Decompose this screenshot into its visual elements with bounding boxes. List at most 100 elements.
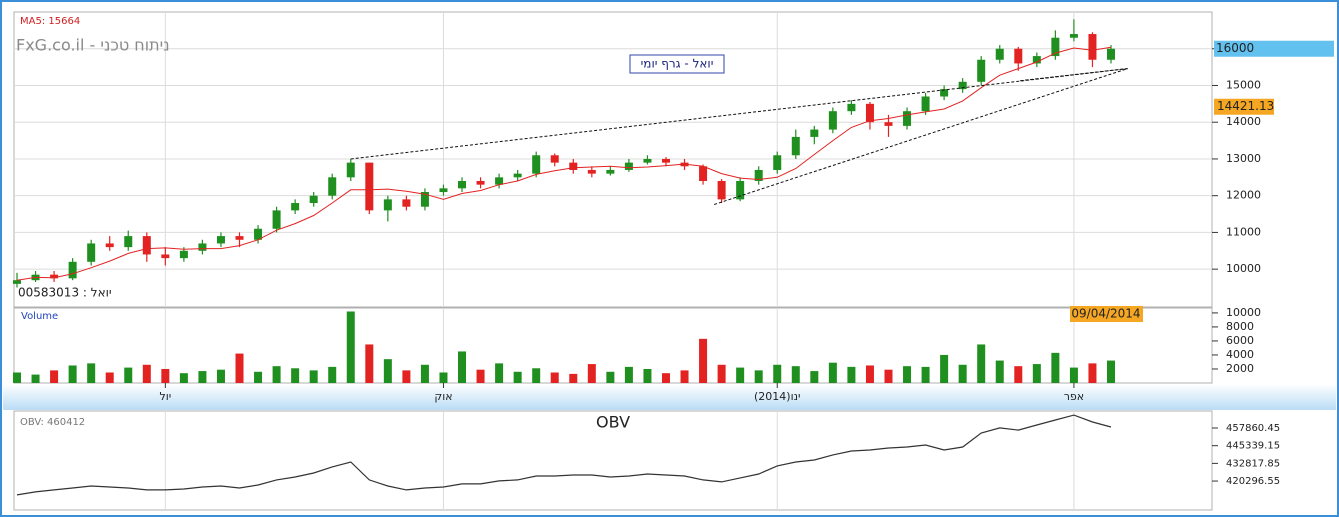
volume-bar — [1069, 367, 1078, 383]
volume-label: Volume — [21, 311, 58, 322]
candle-body — [216, 236, 225, 244]
volume-bar — [699, 338, 708, 383]
volume-bar — [661, 373, 670, 383]
trendline — [1020, 68, 1128, 82]
candle-body — [661, 158, 670, 163]
candle-body — [105, 243, 114, 248]
volume-bar — [1107, 360, 1115, 383]
candle-body — [550, 155, 559, 163]
volume-bar — [179, 373, 188, 383]
y-tick-label: 12000 — [1226, 189, 1261, 202]
volume-bar — [1051, 352, 1060, 383]
candle-body — [884, 122, 893, 126]
y-tick-label: 445339.15 — [1226, 441, 1280, 452]
candle-body — [1014, 48, 1023, 64]
candle-body — [198, 243, 207, 251]
volume-bar — [587, 364, 596, 383]
volume-bar — [1032, 364, 1041, 383]
last-price-label: 16000 — [1216, 41, 1254, 55]
volume-bar — [31, 374, 40, 383]
y-tick-label: 10000 — [1226, 306, 1261, 319]
volume-bar — [680, 370, 689, 383]
candle-body — [87, 243, 96, 262]
candle-body — [940, 89, 949, 97]
candle-body — [272, 210, 281, 229]
mark-layer — [13, 19, 1128, 496]
candle-body — [513, 173, 522, 178]
volume-bar — [828, 362, 837, 383]
volume-bar — [495, 363, 504, 383]
x-tick-label: ינו(2014) — [754, 390, 800, 403]
candle-body — [495, 177, 504, 185]
candle-body — [179, 250, 188, 259]
candle-body — [346, 162, 355, 178]
y-tick-label: 14000 — [1226, 115, 1261, 128]
trendline — [714, 68, 1128, 205]
candle-body — [606, 169, 615, 174]
site-label: FxG.co.il - ניתוח טכני — [16, 36, 170, 55]
volume-bar — [458, 351, 467, 383]
volume-bar — [235, 353, 244, 383]
volume-bar — [142, 364, 151, 383]
candle-body — [810, 129, 819, 137]
candle-body — [791, 136, 800, 156]
obv-label: OBV: 460412 — [20, 417, 85, 428]
ma-label: MA5: 15664 — [20, 16, 80, 27]
y-tick-label: 420296.55 — [1226, 476, 1280, 487]
candle-body — [569, 162, 578, 170]
volume-bar — [921, 366, 930, 383]
candle-body — [142, 236, 151, 255]
candle-body — [773, 155, 782, 170]
volume-bar — [532, 368, 541, 383]
candle-body — [958, 81, 967, 90]
volume-bar — [309, 370, 318, 383]
volume-bar — [272, 366, 281, 383]
volume-bar — [754, 370, 763, 383]
volume-bar — [847, 366, 856, 383]
candle-body — [476, 180, 485, 185]
obv-panel — [13, 410, 1213, 511]
volume-bar — [383, 359, 392, 383]
candle-body — [1107, 48, 1115, 60]
volume-bar — [346, 311, 355, 383]
cursor-price-box — [1214, 98, 1274, 115]
volume-bar — [365, 344, 374, 383]
cursor-date-label: 09/04/2014 — [1071, 307, 1140, 321]
y-tick-label: 6000 — [1226, 334, 1254, 347]
volume-bar — [68, 365, 77, 383]
candle-body — [828, 111, 837, 130]
volume-bar — [254, 371, 263, 383]
x-tick-label: אפר — [1064, 390, 1084, 403]
volume-panel — [13, 307, 1213, 384]
y-tick-label: 10000 — [1226, 262, 1261, 275]
cursor-price-label: 14421.13 — [1217, 99, 1274, 113]
candle-body — [402, 199, 411, 207]
volume-bar — [773, 364, 782, 383]
volume-bar — [810, 371, 819, 383]
title-box — [629, 54, 725, 74]
last-price-box — [1214, 40, 1334, 57]
volume-bar — [291, 368, 300, 383]
candle-body — [458, 180, 467, 189]
volume-bar — [50, 370, 59, 383]
candle-body — [13, 280, 21, 284]
candle-body — [50, 274, 59, 279]
candle-body — [439, 188, 448, 193]
candle-body — [235, 236, 244, 240]
candle-body — [643, 158, 652, 163]
candle-body — [291, 203, 300, 211]
volume-bar — [736, 367, 745, 383]
volume-bar — [1088, 363, 1097, 383]
candle-body — [736, 180, 745, 200]
candle-body — [68, 261, 77, 279]
chart-title: יואל - גרף יומי — [641, 57, 714, 71]
instrument-label: 00583013 : יואל — [18, 286, 112, 300]
y-tick-label: 457860.45 — [1226, 423, 1280, 434]
candle-body — [365, 162, 374, 211]
volume-bar — [1014, 366, 1023, 383]
candle-body — [254, 228, 263, 240]
candle-body — [383, 199, 392, 211]
volume-bar — [198, 371, 207, 383]
volume-bar — [420, 364, 429, 383]
